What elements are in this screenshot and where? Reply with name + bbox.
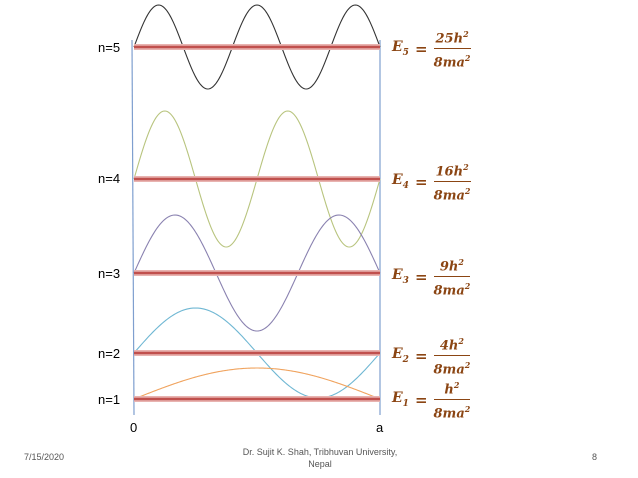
level-label-n3: n=3 bbox=[98, 266, 121, 281]
wavefunction-n1 bbox=[133, 367, 381, 400]
energy-formula-n1: E1 = h2 8ma2 bbox=[392, 380, 471, 422]
energy-formula-n4: E4 = 16h2 8ma2 bbox=[392, 162, 471, 204]
footer-author: Dr. Sujit K. Shah, Tribhuvan University,… bbox=[220, 446, 420, 470]
energy-formula-n5: E5 = 25h2 8ma2 bbox=[392, 29, 471, 71]
well-left-wall bbox=[131, 39, 135, 416]
wavefunction-n3 bbox=[133, 214, 381, 332]
axis-label-a: a bbox=[376, 420, 384, 435]
wavefunction-n5 bbox=[133, 4, 381, 90]
footer-author-line2: Nepal bbox=[308, 459, 332, 469]
energy-formula-n2: E2 = 4h2 8ma2 bbox=[392, 336, 471, 378]
axis-label-zero: 0 bbox=[130, 420, 138, 435]
footer-page-number: 8 bbox=[592, 452, 598, 462]
level-label-n5: n=5 bbox=[98, 40, 121, 55]
level-label-n2: n=2 bbox=[98, 346, 121, 361]
level-label-n1: n=1 bbox=[98, 392, 121, 407]
energy-formula-n3: E3 = 9h2 8ma2 bbox=[392, 257, 471, 299]
footer-author-line1: Dr. Sujit K. Shah, Tribhuvan University, bbox=[242, 447, 398, 457]
footer-date: 7/15/2020 bbox=[24, 452, 65, 462]
level-label-n4: n=4 bbox=[98, 171, 121, 186]
